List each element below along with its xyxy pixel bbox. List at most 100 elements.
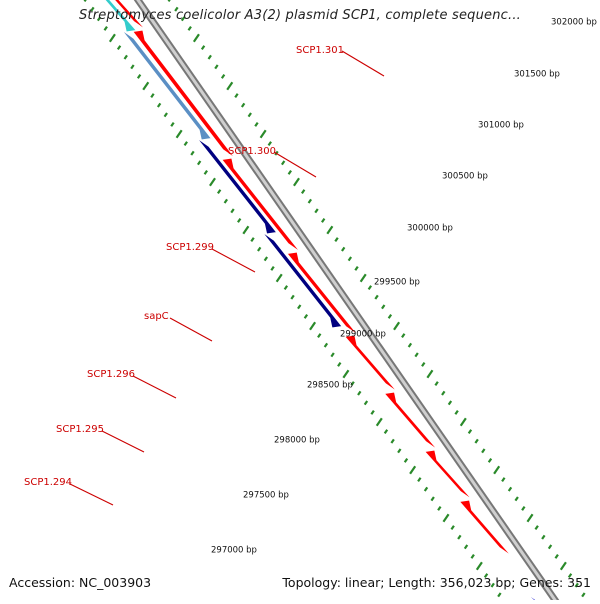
- right-row-tick: [234, 93, 239, 99]
- gene-label: SCP1.301: [296, 45, 344, 56]
- right-row-tick: [554, 553, 559, 559]
- right-row-tick: [359, 273, 367, 283]
- left-row-tick: [483, 573, 489, 579]
- left-row-tick: [183, 141, 188, 147]
- right-row-tick: [547, 544, 553, 550]
- right-row-tick: [220, 73, 226, 79]
- right-row-tick: [326, 225, 334, 235]
- left-row-tick: [463, 544, 469, 550]
- left-row-tick: [96, 16, 102, 22]
- right-row-tick: [407, 342, 413, 348]
- gene-label: SCP1.295: [56, 424, 104, 435]
- accession-text: Accession: NC_003903: [9, 575, 152, 590]
- right-row-tick: [459, 417, 467, 427]
- right-row-tick: [187, 25, 192, 31]
- right-row-tick: [526, 513, 534, 523]
- right-row-tick: [301, 189, 306, 195]
- ruler-label: 299000 bp: [340, 330, 386, 340]
- right-row-tick: [467, 429, 473, 435]
- right-row-tick: [254, 121, 259, 127]
- left-row-tick: [375, 417, 383, 427]
- label-leader-line: [169, 317, 213, 342]
- left-row-tick: [317, 333, 322, 339]
- left-row-tick: [350, 381, 355, 387]
- gene-label: SCP1.299: [166, 242, 214, 253]
- left-row-tick: [370, 409, 375, 415]
- left-row-tick: [497, 592, 502, 598]
- left-row-tick: [90, 6, 95, 12]
- gene-label: SCP1.294: [24, 477, 72, 488]
- left-row-tick: [242, 225, 250, 235]
- label-leader-line: [273, 151, 317, 178]
- left-row-tick: [175, 129, 183, 139]
- left-row-tick: [209, 177, 216, 187]
- right-row-tick: [434, 381, 439, 387]
- right-row-tick: [426, 369, 434, 379]
- left-row-tick: [442, 513, 450, 523]
- gene-label: SCP1.300: [228, 146, 276, 157]
- right-row-tick: [534, 525, 539, 531]
- left-row-tick: [270, 265, 275, 271]
- gene-label: SCP1.296: [87, 369, 135, 380]
- right-row-tick: [493, 465, 501, 475]
- left-row-tick: [309, 321, 317, 331]
- reverse-gene-arrow-dark: [196, 137, 278, 235]
- left-row-tick: [257, 246, 262, 252]
- right-row-tick: [167, 0, 171, 3]
- left-row-tick: [190, 150, 195, 156]
- left-row-tick: [275, 273, 283, 283]
- right-row-tick: [174, 6, 179, 12]
- tick-row-left: [83, 0, 509, 604]
- ruler-label: 301000 bp: [478, 121, 524, 131]
- left-row-tick: [263, 256, 269, 262]
- label-leader-line: [211, 248, 256, 273]
- right-row-tick: [214, 64, 219, 70]
- forward-gene-arrow: [423, 449, 474, 501]
- ruler-label: 300500 bp: [442, 172, 488, 182]
- left-row-tick: [357, 390, 362, 396]
- ruler-label: 301500 bp: [514, 70, 560, 80]
- right-row-tick: [354, 265, 359, 271]
- right-row-tick: [240, 102, 246, 108]
- right-row-tick: [393, 321, 401, 331]
- right-row-tick: [207, 54, 212, 60]
- left-row-tick: [237, 217, 242, 223]
- right-row-tick: [447, 400, 453, 406]
- left-row-tick: [403, 457, 409, 463]
- left-row-tick: [323, 342, 329, 348]
- left-row-tick: [383, 429, 389, 435]
- right-row-tick: [192, 33, 200, 43]
- ruler-labels: 297000 bp 297500 bp 298000 bp 298500 bp 2990…: [211, 18, 597, 556]
- forward-gene-arrow: [383, 391, 439, 451]
- tick-row-right: [167, 0, 593, 604]
- label-leader-line: [69, 483, 114, 506]
- left-row-tick: [283, 285, 289, 291]
- left-row-tick: [250, 237, 255, 243]
- left-row-tick: [230, 208, 235, 214]
- left-row-tick: [108, 33, 116, 43]
- right-row-tick: [226, 81, 234, 91]
- map-title: Streptomyces coelicolor A3(2) plasmid SC…: [78, 8, 522, 23]
- forward-gene-arrow: [286, 251, 359, 336]
- right-row-tick: [487, 457, 493, 463]
- label-leader-line: [101, 430, 145, 453]
- left-row-tick: [136, 73, 142, 79]
- left-row-tick: [303, 313, 309, 319]
- summary-text: Topology: linear; Length: 356,023 bp; Ge…: [282, 575, 591, 590]
- gene-track: [104, 0, 542, 604]
- label-leader-line: [132, 375, 177, 399]
- left-row-tick: [409, 465, 417, 475]
- right-row-tick: [474, 438, 479, 444]
- left-row-tick: [217, 189, 222, 195]
- right-row-tick: [441, 390, 446, 396]
- right-row-tick: [307, 198, 312, 204]
- left-row-tick: [397, 448, 402, 454]
- left-row-tick: [423, 486, 429, 492]
- left-row-tick: [437, 505, 442, 511]
- left-row-tick: [116, 45, 122, 51]
- right-row-tick: [574, 582, 579, 588]
- right-row-tick: [559, 561, 567, 571]
- left-row-tick: [203, 169, 208, 175]
- right-row-tick: [401, 333, 406, 339]
